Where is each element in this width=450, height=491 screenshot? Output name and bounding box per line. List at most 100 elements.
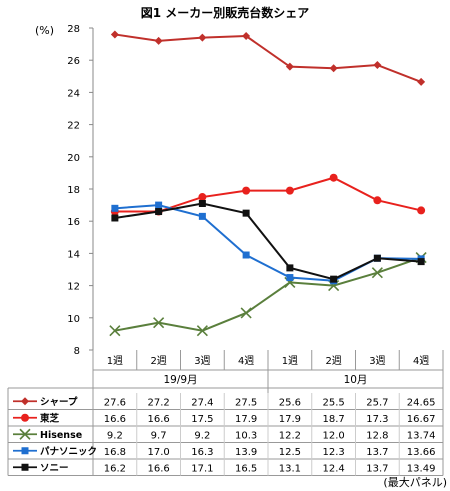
- series-4-point: [330, 275, 338, 283]
- y-tick-label: 18: [67, 185, 80, 196]
- table-value: 16.5: [235, 463, 257, 474]
- series-4-point: [286, 264, 294, 272]
- series-3-point: [155, 201, 163, 209]
- category-label: 4週: [238, 355, 254, 367]
- y-tick-label: 8: [74, 346, 80, 357]
- series-2-point: [371, 267, 383, 279]
- series-0-point: [417, 77, 426, 86]
- table-value: 13.66: [407, 447, 436, 458]
- series-0-point: [198, 33, 207, 42]
- table-value: 25.7: [366, 397, 388, 408]
- series-1-point: [329, 173, 338, 182]
- table-value: 12.2: [279, 430, 301, 441]
- month-label-0: 19/9月: [163, 374, 197, 386]
- legend-marker-0: [21, 397, 29, 406]
- legend-marker-3: [21, 447, 29, 455]
- y-tick-label: 16: [67, 217, 80, 228]
- table-value: 16.8: [104, 447, 126, 458]
- legend-label-3: パナソニック: [40, 445, 97, 457]
- table-value: 27.6: [104, 397, 126, 408]
- legend-label-4: ソニー: [40, 463, 69, 474]
- y-tick-label: 28: [67, 24, 80, 35]
- y-tick-label: 22: [67, 121, 80, 132]
- series-line-2: [114, 256, 422, 332]
- table-value: 13.49: [407, 463, 436, 474]
- table-value: 13.7: [366, 463, 388, 474]
- y-axis-unit: (%): [35, 24, 54, 37]
- table-value: 16.6: [147, 414, 169, 425]
- table-value: 13.74: [407, 430, 436, 441]
- category-label: 3週: [194, 355, 210, 367]
- table-value: 12.8: [366, 430, 388, 441]
- table-value: 25.5: [322, 397, 344, 408]
- category-label: 2週: [325, 355, 341, 367]
- y-tick-label: 26: [67, 56, 80, 67]
- category-label: 4週: [413, 355, 429, 367]
- series-2-point: [196, 325, 208, 337]
- table-value: 16.6: [147, 463, 169, 474]
- series-0-point: [242, 32, 251, 41]
- table-value: 17.0: [147, 447, 169, 458]
- table-value: 18.7: [322, 414, 344, 425]
- plot-area: 8 10 12 14 16 18 20 22 24 26 28: [67, 24, 427, 357]
- table-value: 13.1: [279, 463, 301, 474]
- series-2-point-stroke-b: [196, 325, 208, 337]
- table-value: 9.2: [107, 430, 123, 441]
- series-2-point: [153, 317, 165, 329]
- series-3-point: [286, 274, 294, 282]
- table-value: 12.4: [322, 463, 344, 474]
- series-4-point: [417, 258, 425, 266]
- month-label-1: 10月: [344, 374, 368, 386]
- series-2-point-stroke-b: [109, 325, 121, 337]
- series-2-point: [240, 307, 252, 319]
- table-value: 10.3: [235, 430, 257, 441]
- table-value: 13.9: [235, 447, 257, 458]
- legend-label-2: Hisense: [40, 430, 82, 441]
- table-value: 27.2: [147, 397, 169, 408]
- series-0-point: [110, 30, 119, 39]
- y-tick-label: 20: [67, 153, 80, 164]
- series-0-point: [373, 61, 382, 70]
- y-tick-label: 14: [67, 249, 80, 260]
- category-label: 2週: [150, 355, 166, 367]
- series-1-point: [242, 186, 251, 195]
- category-label: 1週: [282, 355, 298, 367]
- table-value: 24.65: [407, 397, 436, 408]
- series-line-1: [114, 176, 422, 213]
- series-1-point: [285, 186, 294, 195]
- table-value: 9.2: [194, 430, 210, 441]
- series-line-4: [114, 202, 422, 281]
- series-1-point: [417, 206, 426, 215]
- series-4-point: [373, 254, 381, 262]
- table-value: 12.0: [322, 430, 344, 441]
- table-value: 12.3: [322, 447, 344, 458]
- table-value: 16.67: [407, 414, 436, 425]
- series-0-point: [154, 36, 163, 45]
- category-label: 3週: [369, 355, 385, 367]
- table-value: 16.2: [104, 463, 126, 474]
- table-value: 17.1: [191, 463, 213, 474]
- legend-marker-4: [21, 463, 29, 471]
- y-tick-label: 24: [67, 88, 80, 99]
- legend-marker-2-stroke-b: [19, 428, 31, 440]
- table-value: 16.3: [191, 447, 213, 458]
- series-2-point-stroke-b: [153, 317, 165, 329]
- table-value: 17.9: [235, 414, 257, 425]
- series-4-point: [111, 214, 119, 222]
- table-value: 9.7: [151, 430, 167, 441]
- series-2-point: [109, 325, 121, 337]
- series-0-point: [329, 64, 338, 73]
- category-label: 1週: [107, 355, 123, 367]
- series-0-point: [285, 62, 294, 71]
- series-2-point-stroke-b: [240, 307, 252, 319]
- legend-marker-2: [19, 428, 31, 440]
- series-line-0: [114, 33, 422, 83]
- table-value: 25.6: [279, 397, 301, 408]
- y-tick-label: 10: [67, 314, 80, 325]
- series-1-point: [373, 196, 382, 205]
- series-3-point: [242, 251, 250, 259]
- table-value: 16.6: [104, 414, 126, 425]
- series-4-point: [155, 208, 163, 216]
